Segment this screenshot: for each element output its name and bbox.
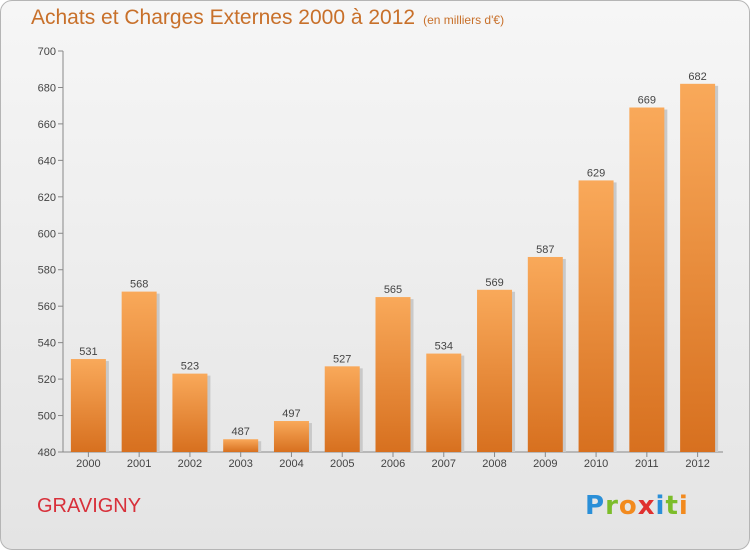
bar: [273, 421, 309, 452]
data-label: 534: [435, 341, 453, 353]
data-label: 531: [79, 346, 97, 358]
y-tick-label: 700: [38, 46, 56, 58]
bar: [578, 180, 614, 452]
data-label: 682: [688, 71, 706, 83]
proxiti-logo: Proxiti: [585, 491, 689, 521]
data-label: 497: [282, 408, 300, 420]
y-tick-label: 660: [38, 119, 56, 131]
logo-letter: P: [585, 491, 606, 521]
bar: [629, 107, 665, 452]
y-tick-label: 600: [38, 228, 56, 240]
y-tick-label: 560: [38, 301, 56, 313]
chart-title-text: Achats et Charges Externes 2000 à 2012: [31, 6, 416, 29]
logo-letter: x: [637, 491, 656, 521]
logo-letter: i: [678, 491, 689, 521]
bar: [680, 83, 716, 453]
chart-title: Achats et Charges Externes 2000 à 2012 (e…: [31, 6, 504, 30]
data-label: 669: [638, 95, 656, 107]
x-tick-label: 2010: [584, 458, 608, 470]
data-label: 527: [333, 353, 351, 365]
data-label: 487: [232, 426, 250, 438]
y-tick-label: 500: [38, 411, 56, 423]
bar: [375, 297, 411, 452]
logo-letter: i: [655, 491, 666, 521]
y-axis: 480 500 520 540 560 580 600 620 640 660 680 700: [38, 46, 64, 459]
y-tick-label: 640: [38, 155, 56, 167]
x-tick-label: 2000: [76, 458, 100, 470]
y-tick-label: 540: [38, 338, 56, 350]
bar: [477, 289, 513, 452]
logo-letter: t: [665, 491, 679, 521]
data-label: 629: [587, 167, 605, 179]
bar: [426, 353, 462, 452]
bar: [223, 439, 259, 452]
x-axis: 2000 2001 2002 2003 2004 2005 2006 2007 2008 2009…: [63, 451, 723, 470]
y-tick-label: 480: [38, 447, 56, 459]
y-tick-label: 520: [38, 374, 56, 386]
commune-name: GRAVIGNY: [37, 495, 142, 517]
logo-letter: r: [605, 491, 619, 521]
x-tick-label: 2006: [381, 458, 405, 470]
logo-letter: o: [618, 491, 638, 521]
y-tick-label: 580: [38, 265, 56, 277]
bar: [70, 359, 106, 452]
x-tick-label: 2004: [279, 458, 303, 470]
bar: [172, 373, 208, 452]
x-tick-label: 2002: [178, 458, 202, 470]
x-tick-label: 2003: [228, 458, 252, 470]
data-label: 568: [130, 279, 148, 291]
data-label: 587: [536, 244, 554, 256]
x-tick-label: 2005: [330, 458, 354, 470]
x-tick-label: 2001: [127, 458, 151, 470]
chart-subtitle: (en milliers d'€): [423, 13, 505, 27]
data-label: 569: [485, 277, 503, 289]
bar: [527, 256, 563, 452]
data-label: 565: [384, 284, 402, 296]
x-tick-label: 2008: [482, 458, 506, 470]
bar-series: 531 568 523 487 497 527 565 534 569 587 629 669 682: [70, 71, 719, 453]
y-tick-label: 620: [38, 192, 56, 204]
x-tick-label: 2009: [533, 458, 557, 470]
bar: [121, 291, 157, 452]
x-tick-label: 2007: [432, 458, 456, 470]
y-tick-label: 680: [38, 82, 56, 94]
data-label: 523: [181, 361, 199, 373]
x-tick-label: 2012: [685, 458, 709, 470]
bar: [324, 366, 360, 452]
x-tick-label: 2011: [635, 458, 659, 470]
